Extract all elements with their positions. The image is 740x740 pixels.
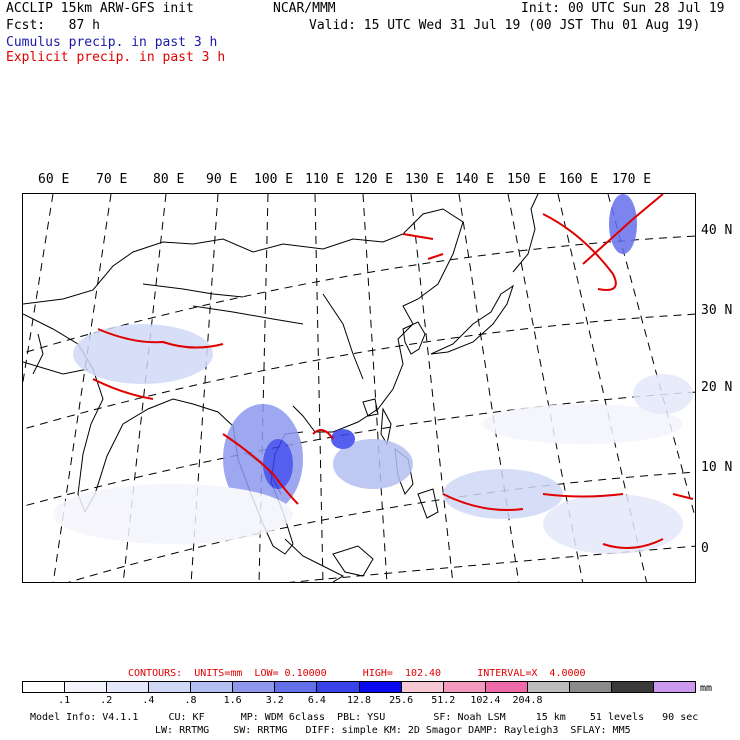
lat-label: 20 N [701,380,733,395]
lon-label: 140 E [455,172,495,187]
colorbar-tick: 102.4 [470,695,501,706]
colorbar-swatch [233,682,276,692]
lon-label: 80 E [153,172,185,187]
lat-label: 40 N [701,223,733,238]
colorbar-swatch [401,682,444,692]
colorbar-swatch [317,682,360,692]
colorbar-tick: 6.4 [307,695,326,706]
map-panel [22,193,696,583]
colorbar-tick: 204.8 [512,695,543,706]
colorbar-swatch [149,682,192,692]
lat-label: 10 N [701,460,733,475]
lat-label: 30 N [701,303,733,318]
colorbar-swatch [65,682,108,692]
forecast-hour: Fcst: 87 h [6,18,100,33]
colorbar-swatch [359,682,402,692]
colorbar-swatch [569,682,612,692]
colorbar-unit: mm [700,683,713,694]
lon-label: 130 E [405,172,445,187]
colorbar-swatch [653,682,695,692]
colorbar [22,681,696,693]
colorbar-tick: 12.8 [346,695,372,706]
lon-label: 160 E [559,172,599,187]
cumulus-precip [53,194,693,554]
colorbar-swatch [611,682,654,692]
contours-info: CONTOURS: UNITS=mm LOW= 0.10000 HIGH= 10… [128,668,586,679]
product-title: ACCLIP 15km ARW-GFS init [6,1,194,16]
colorbar-tick: 25.6 [389,695,414,706]
colorbar-swatch [107,682,150,692]
colorbar-tick: .8 [184,695,197,706]
colorbar-swatch [23,682,66,692]
explicit-precip [92,194,694,549]
lon-label: 70 E [96,172,128,187]
colorbar-swatch [443,682,486,692]
lon-label: 90 E [206,172,238,187]
model-info-line2: LW: RRTMG SW: RRTMG DIFF: simple KM: 2D … [155,725,631,736]
valid-time: Valid: 15 UTC Wed 31 Jul 19 (00 JST Thu … [309,18,701,33]
colorbar-swatch [485,682,528,692]
colorbar-swatch [527,682,570,692]
precip-map [23,194,695,582]
center-label: NCAR/MMM [273,1,336,16]
lon-label: 170 E [612,172,652,187]
lon-label: 60 E [38,172,70,187]
legend-cumulus: Cumulus precip. in past 3 h [6,35,218,50]
lat-label: 0 [701,541,709,556]
colorbar-tick: .2 [100,695,113,706]
colorbar-swatch [191,682,234,692]
lon-label: 110 E [305,172,345,187]
model-info-line1: Model Info: V4.1.1 CU: KF MP: WDM 6class… [30,712,699,723]
lon-label: 100 E [254,172,294,187]
colorbar-tick: .4 [142,695,155,706]
legend-explicit: Explicit precip. in past 3 h [6,50,226,65]
colorbar-tick: 3.2 [265,695,284,706]
colorbar-swatch [275,682,318,692]
lon-label: 120 E [354,172,394,187]
colorbar-tick: .1 [58,695,71,706]
colorbar-tick: 51.2 [431,695,456,706]
lon-label: 150 E [507,172,547,187]
colorbar-tick: 1.6 [223,695,242,706]
init-time: Init: 00 UTC Sun 28 Jul 19 [521,1,725,16]
